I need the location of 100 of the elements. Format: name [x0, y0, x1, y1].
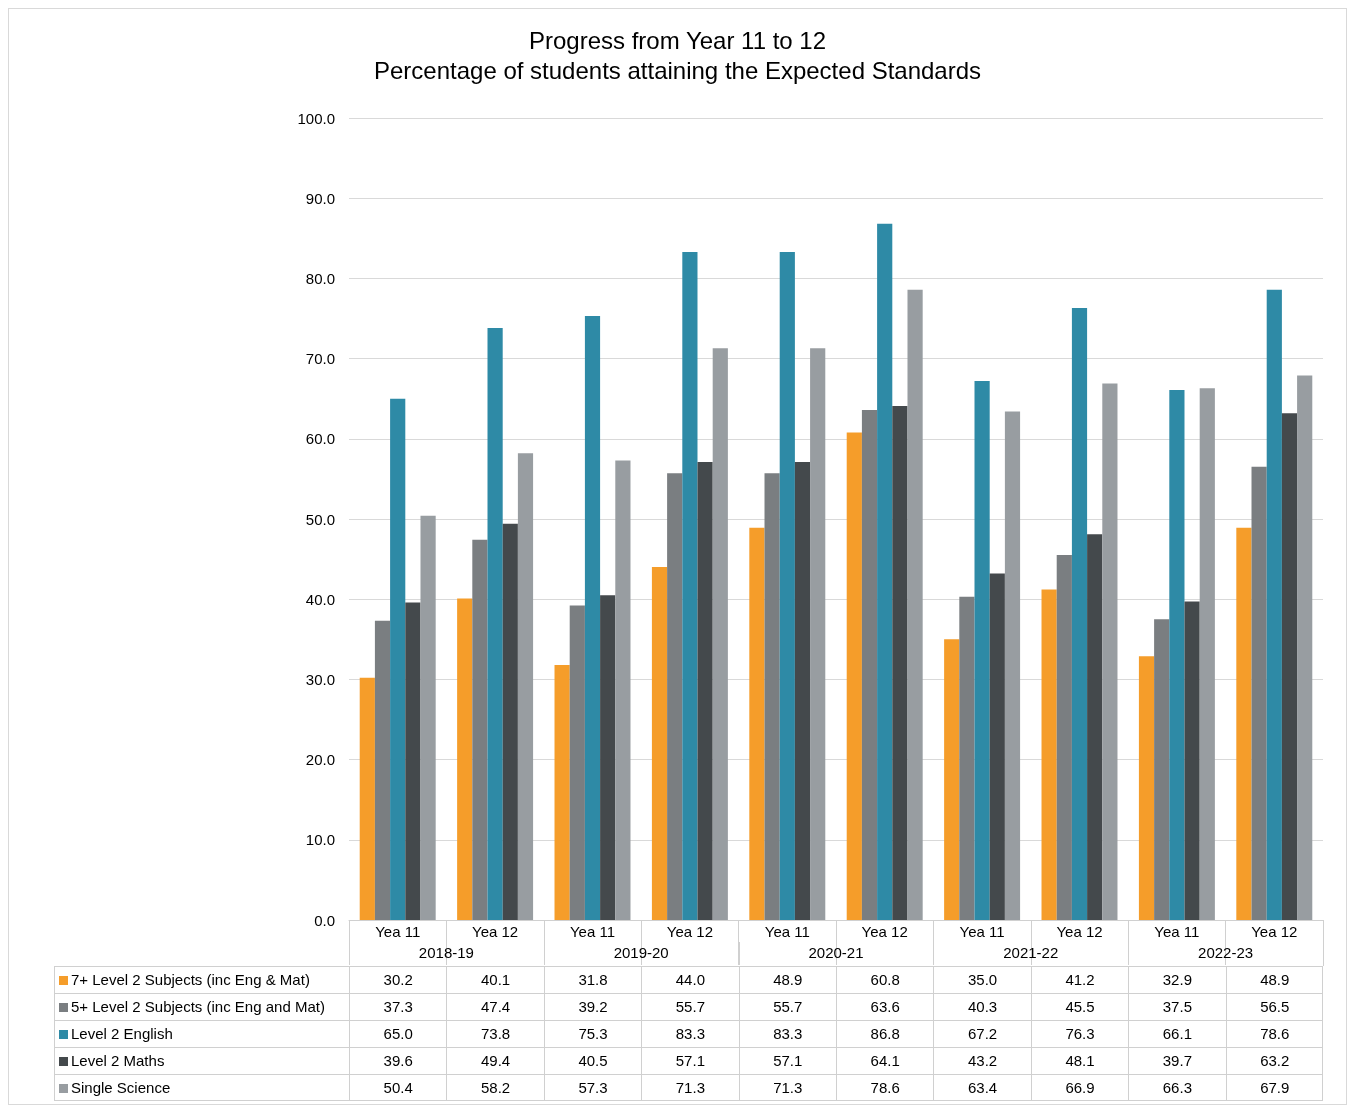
bar [846, 432, 862, 920]
bar [1041, 589, 1057, 920]
data-label: 55.7 [738, 993, 836, 1020]
bar [457, 598, 473, 920]
bar [1297, 375, 1313, 920]
legend-label: Single Science [70, 1078, 172, 1098]
bar [861, 409, 878, 920]
y-tick-label: 90.0 [305, 189, 335, 207]
data-label: 50.4 [349, 1074, 447, 1101]
data-label: 60.8 [836, 966, 934, 993]
data-label: 39.6 [349, 1047, 447, 1074]
legend-label: Level 2 Maths [70, 1051, 166, 1071]
data-label: 57.1 [641, 1047, 739, 1074]
x-tick-label: Yea 12 [1251, 923, 1298, 940]
data-label: 31.8 [543, 966, 642, 993]
bar [487, 328, 503, 920]
data-label: 47.4 [446, 993, 544, 1020]
data-label: 44.0 [641, 966, 739, 993]
data-label: 66.3 [1128, 1074, 1226, 1101]
bar [682, 251, 698, 920]
bar [390, 398, 406, 920]
data-label: 37.5 [1128, 993, 1226, 1020]
y-tick-label: 100.0 [297, 109, 335, 127]
legend-label: 7+ Level 2 Subjects (inc Eng & Mat) [70, 970, 311, 990]
data-label: 65.0 [349, 1020, 447, 1047]
y-tick-label: 30.0 [305, 670, 335, 688]
bar [1266, 289, 1282, 920]
y-tick-label: 60.0 [305, 430, 335, 448]
bar [569, 605, 585, 920]
data-label: 56.5 [1225, 993, 1323, 1020]
bar [405, 602, 421, 920]
data-label: 64.1 [836, 1047, 934, 1074]
data-label: 71.3 [641, 1074, 739, 1101]
y-tick-label: 10.0 [305, 831, 335, 849]
x-tick-label: Yea 12 [472, 923, 519, 940]
text: 2022-23 [1197, 943, 1255, 963]
bar [1102, 383, 1118, 920]
data-label: 58.2 [446, 1074, 544, 1101]
chart-subtitle: Percentage of students attaining the Expected Standards [373, 56, 982, 84]
data-label: 66.9 [1030, 1074, 1129, 1101]
bar [1281, 413, 1298, 920]
x-tick-label: Yea 11 [1154, 923, 1200, 940]
bar [667, 473, 683, 920]
x-tick-label: Yea 11 [375, 923, 421, 940]
bar [974, 381, 990, 920]
bar [892, 405, 908, 920]
bar [749, 527, 765, 920]
bar [877, 223, 893, 920]
y-tick-label: 70.0 [305, 350, 335, 368]
data-label: 30.2 [349, 966, 447, 993]
bar [1169, 389, 1185, 920]
data-label: 48.9 [1225, 966, 1323, 993]
data-label: 66.1 [1128, 1020, 1226, 1047]
text: 2021-22 [1002, 943, 1060, 963]
data-label: 76.3 [1030, 1020, 1129, 1047]
x-tick-label: Yea 11 [569, 923, 616, 940]
data-label: 73.8 [446, 1020, 544, 1047]
data-label: 40.3 [933, 993, 1031, 1020]
y-tick-label: 0.0 [314, 911, 335, 929]
data-label: 57.3 [543, 1074, 642, 1101]
data-label: 63.2 [1225, 1047, 1323, 1074]
bar [472, 539, 488, 920]
chart-title: Progress from Year 11 to 12 [528, 26, 827, 54]
bar [359, 677, 375, 920]
data-label: 35.0 [933, 966, 1031, 993]
bar [651, 567, 668, 920]
bar [420, 515, 436, 920]
bar [1087, 534, 1103, 920]
bar [1199, 388, 1215, 920]
data-label: 67.9 [1225, 1074, 1323, 1101]
bar [1056, 555, 1072, 920]
bar [615, 460, 631, 920]
text: 2018-19 [417, 943, 475, 963]
bar [1004, 411, 1021, 920]
legend-label: 5+ Level 2 Subjects (inc Eng and Mat) [70, 997, 326, 1017]
bar [1071, 308, 1088, 920]
x-tick-label: Yea 12 [1056, 923, 1103, 940]
y-tick-label: 20.0 [305, 751, 335, 769]
data-label: 41.2 [1030, 966, 1129, 993]
data-label: 32.9 [1128, 966, 1226, 993]
data-label: 57.1 [738, 1047, 836, 1074]
bar [944, 639, 960, 920]
data-label: 48.9 [738, 966, 836, 993]
legend-label: Level 2 English [70, 1024, 174, 1044]
data-label: 48.1 [1030, 1047, 1129, 1074]
bar [1184, 601, 1200, 920]
bar [794, 462, 811, 920]
y-tick-label: 80.0 [305, 269, 335, 287]
data-label: 86.8 [836, 1020, 934, 1047]
data-label: 78.6 [1225, 1020, 1323, 1047]
x-tick-label: Yea 11 [959, 923, 1005, 940]
data-label: 40.5 [543, 1047, 642, 1074]
x-tick-label: Yea 12 [666, 923, 713, 940]
data-label: 39.7 [1128, 1047, 1226, 1074]
data-label: 49.4 [446, 1047, 544, 1074]
data-label: 71.3 [738, 1074, 836, 1101]
bar [1251, 466, 1267, 920]
data-label: 78.6 [836, 1074, 934, 1101]
data-label: 40.1 [446, 966, 544, 993]
data-label: 67.2 [933, 1020, 1031, 1047]
